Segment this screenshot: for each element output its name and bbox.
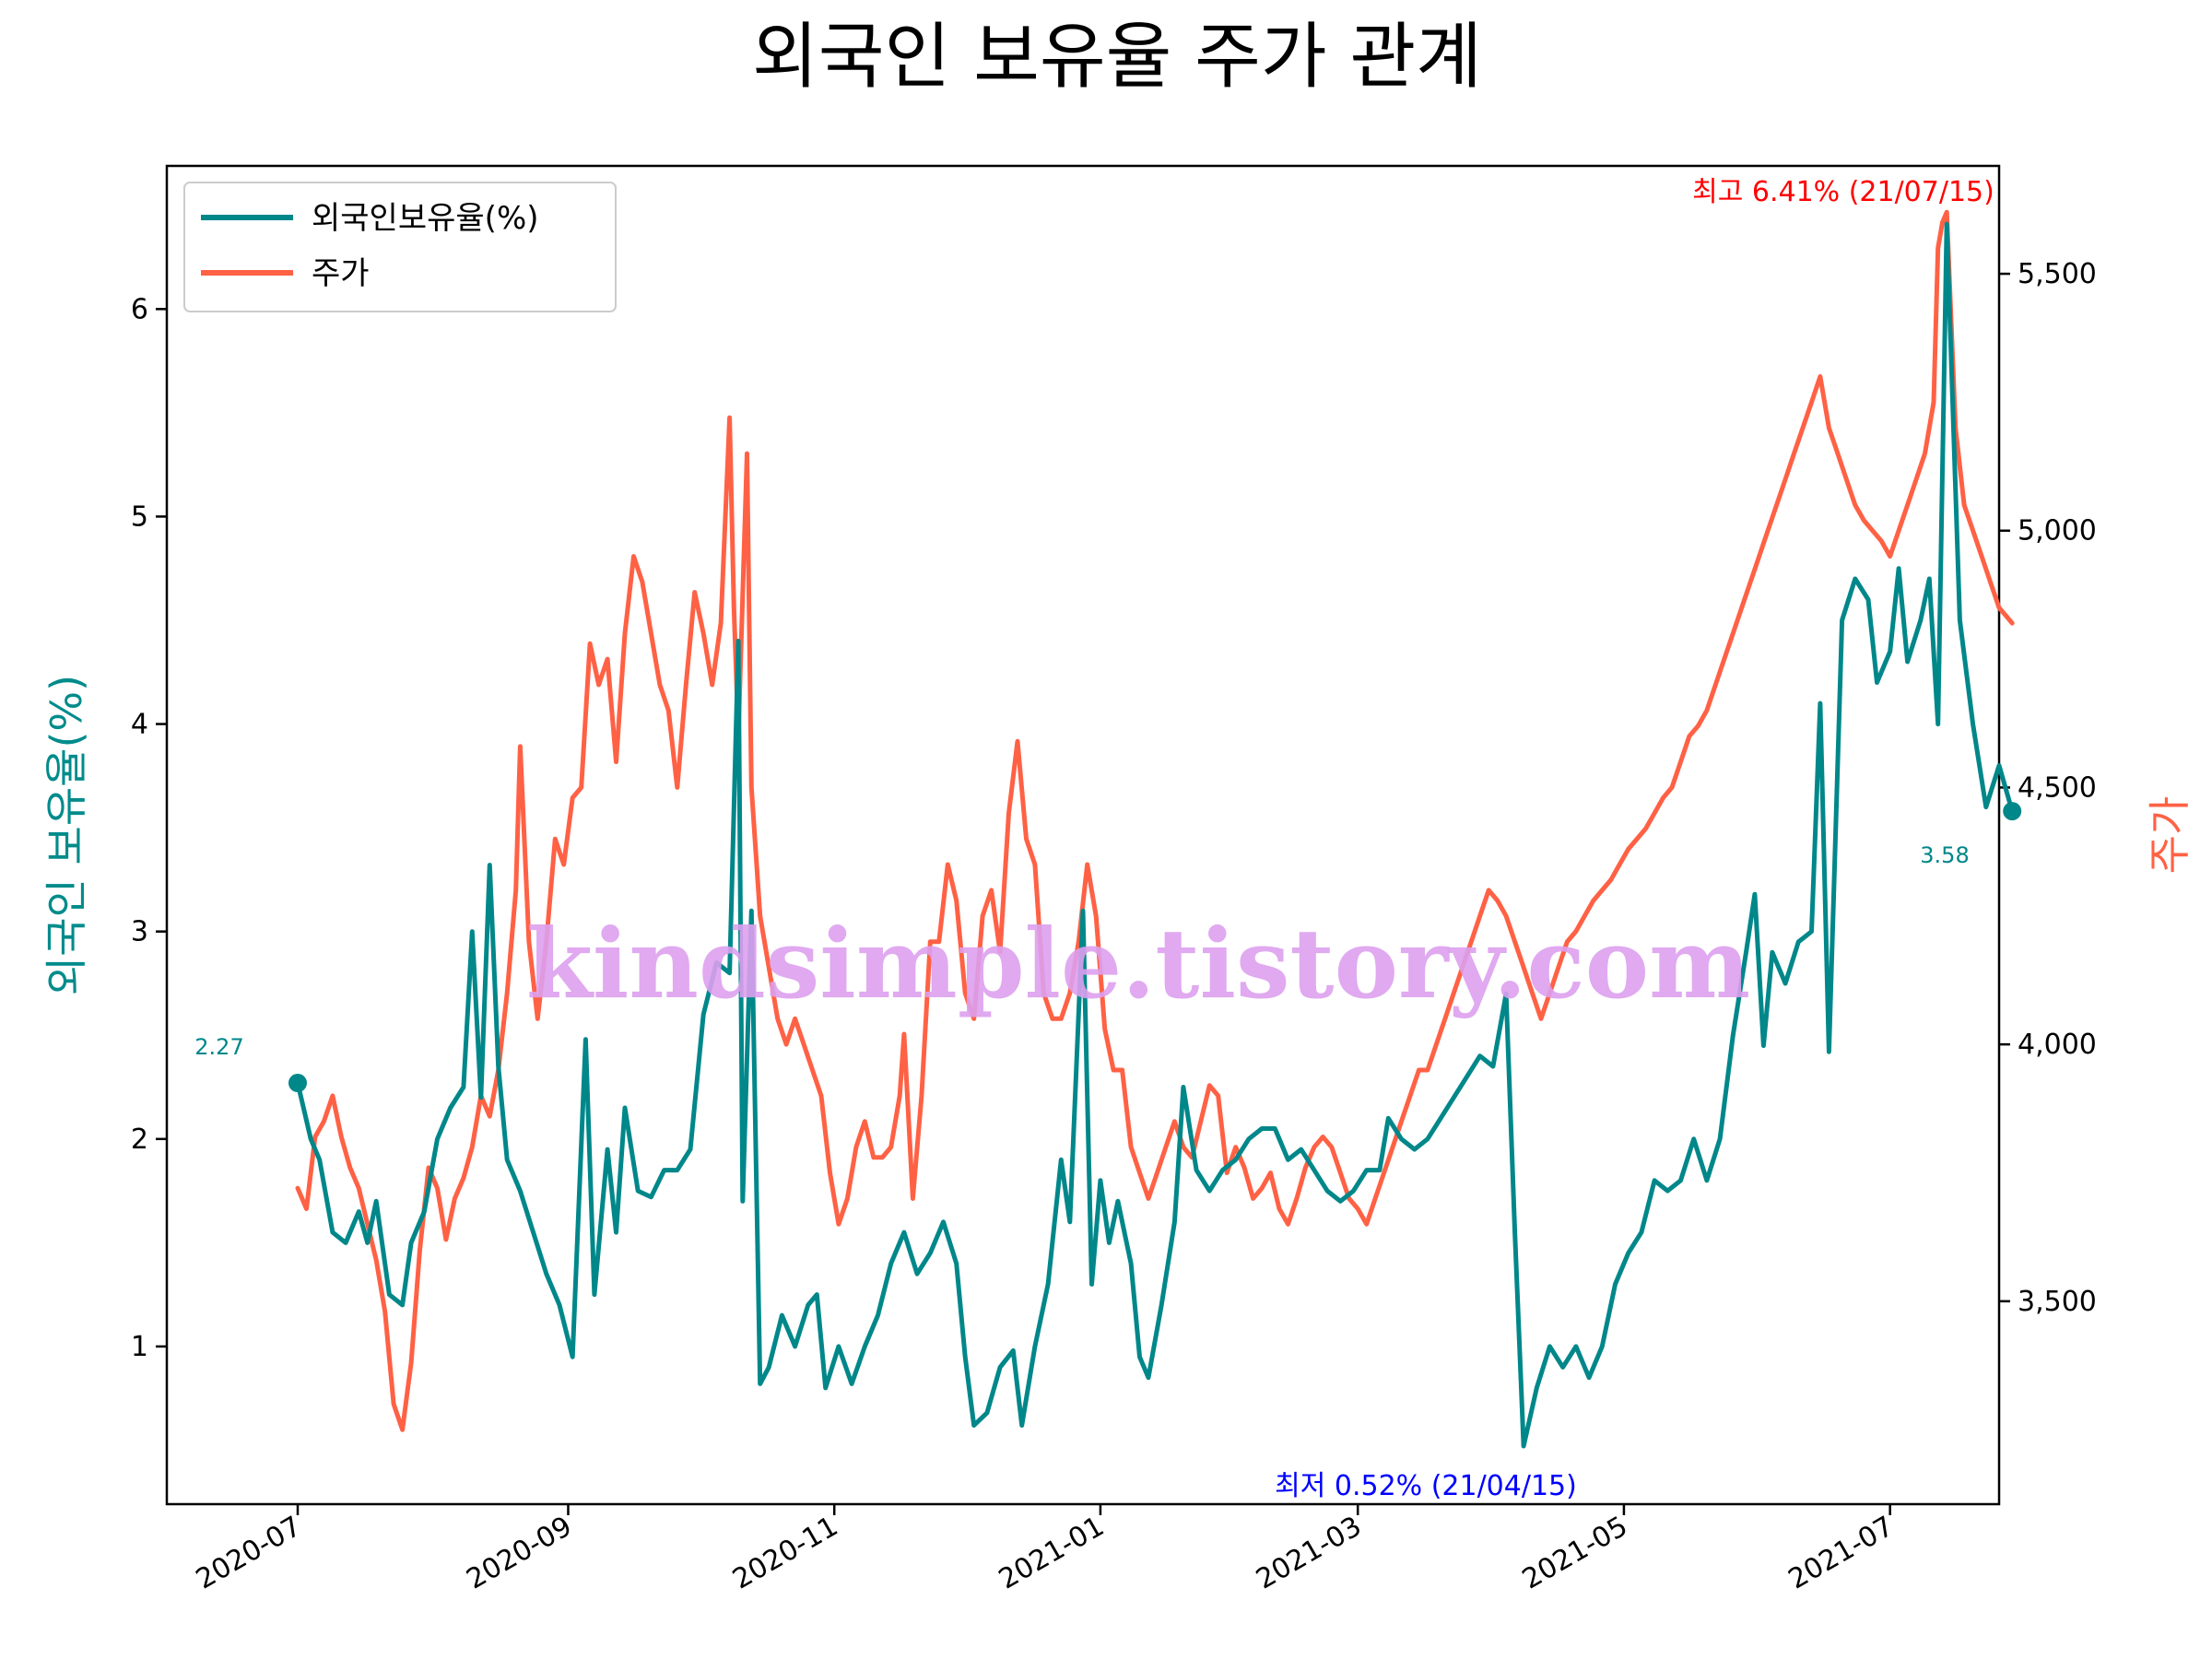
- x-axis: 2020-07 2020-09 2020-11 2021-01 2021-03 2021-…: [191, 1504, 1900, 1596]
- legend: 외국인보유율(%) 주가: [183, 182, 617, 312]
- end-value-label: 3.58: [1920, 842, 1969, 868]
- y-right-tick-label: 4,500: [2018, 771, 2097, 804]
- y-right-tick-label: 4,000: [2018, 1029, 2097, 1061]
- y-right-tick-label: 3,500: [2018, 1286, 2097, 1318]
- y-axis-right: 3,500 4,000 4,500 5,000 5,500: [1999, 258, 2097, 1318]
- end-marker: [2003, 802, 2022, 821]
- x-tick-label: 2020-11: [727, 1511, 843, 1596]
- legend-label-price: 주가: [312, 255, 370, 292]
- max-annotation: 최고 6.41% (21/07/15): [1692, 176, 1994, 208]
- x-tick-label: 2020-09: [461, 1511, 577, 1596]
- y-left-tick-label: 6: [131, 293, 148, 325]
- x-tick-label: 2021-01: [994, 1511, 1110, 1596]
- y-axis-left-title: 외국인 보유율(%): [41, 675, 91, 995]
- min-annotation: 최저 0.52% (21/04/15): [1275, 1470, 1577, 1502]
- series-line-price: [295, 209, 2015, 1432]
- x-tick-label: 2021-07: [1783, 1511, 1900, 1596]
- y-left-tick-label: 5: [131, 500, 148, 533]
- y-right-tick-label: 5,000: [2018, 515, 2097, 547]
- y-left-tick-label: 4: [131, 709, 148, 741]
- start-value-label: 2.27: [194, 1034, 243, 1060]
- start-marker: [288, 1074, 307, 1093]
- y-axis-left: 1 2 3 4 5 6: [131, 293, 167, 1363]
- x-tick-label: 2020-07: [191, 1511, 307, 1596]
- y-left-tick-label: 3: [131, 916, 148, 948]
- x-tick-label: 2021-05: [1517, 1511, 1633, 1596]
- y-right-tick-label: 5,500: [2018, 258, 2097, 290]
- plot-frame: [165, 164, 2001, 1506]
- chart-title: 외국인 보유율 주가 관계: [752, 16, 1482, 99]
- x-tick-label: 2021-03: [1251, 1511, 1367, 1596]
- legend-label-foreign: 외국인보유율(%): [312, 200, 539, 237]
- watermark-text: kindsimple.tistory.com: [526, 907, 1750, 1020]
- y-axis-right-title: 주가: [2145, 796, 2194, 875]
- series-layer: [288, 209, 2022, 1449]
- y-left-tick-label: 1: [131, 1331, 148, 1363]
- series-line-foreign-ratio: [295, 221, 2015, 1449]
- y-left-tick-label: 2: [131, 1124, 148, 1156]
